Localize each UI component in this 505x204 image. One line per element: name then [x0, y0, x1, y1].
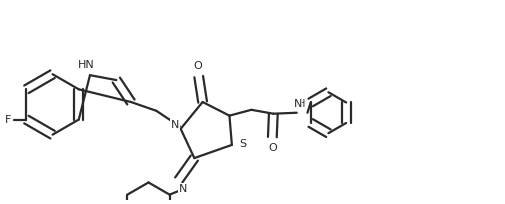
Text: HN: HN: [78, 60, 94, 70]
Text: N: N: [171, 120, 179, 130]
Text: N: N: [293, 99, 302, 109]
Text: O: O: [268, 143, 277, 153]
Text: H: H: [298, 99, 306, 109]
Text: F: F: [5, 115, 11, 125]
Text: N: N: [178, 184, 187, 194]
Text: S: S: [239, 139, 246, 149]
Text: O: O: [193, 61, 202, 71]
